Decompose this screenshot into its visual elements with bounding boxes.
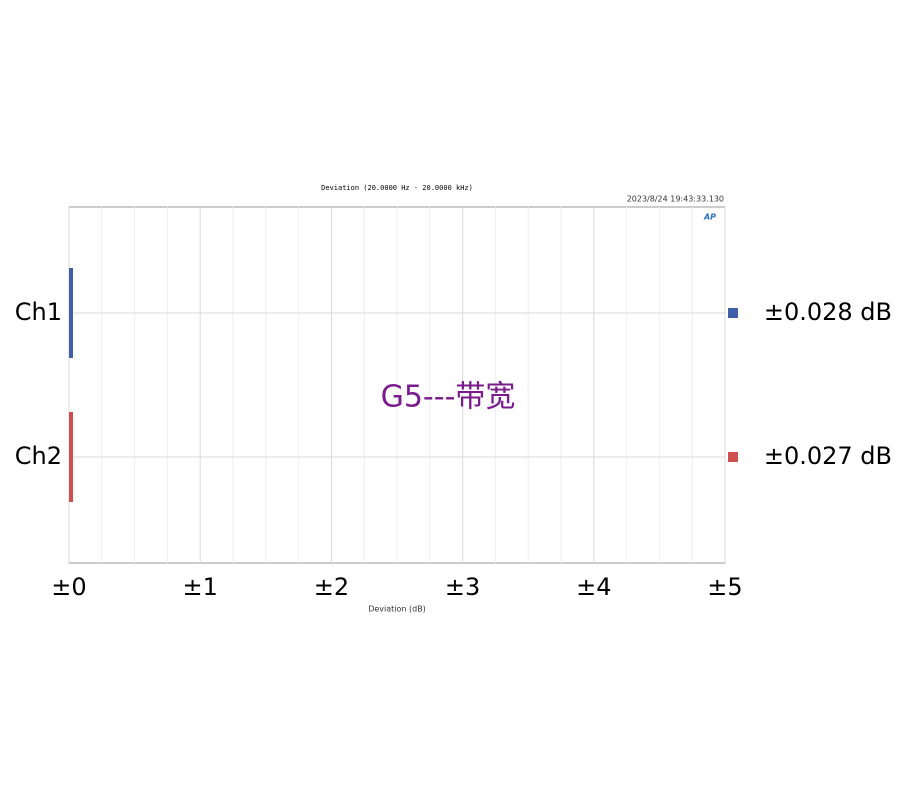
- x-axis-label: Deviation (dB): [368, 605, 426, 614]
- x-tick-label: ±5: [707, 573, 742, 601]
- x-tick-label: ±4: [576, 573, 611, 601]
- legend-swatch: [728, 308, 738, 318]
- x-tick-label: ±3: [445, 573, 480, 601]
- value-label: ±0.028 dB: [764, 298, 892, 326]
- chart-title: Deviation (20.0000 Hz - 20.0000 kHz): [321, 184, 473, 192]
- logo: AP: [703, 213, 716, 222]
- x-tick-label: ±2: [314, 573, 349, 601]
- bar: [69, 268, 73, 358]
- bar: [69, 412, 73, 502]
- value-label: ±0.027 dB: [764, 442, 892, 470]
- y-tick-label: Ch2: [15, 442, 62, 470]
- y-tick-label: Ch1: [15, 298, 62, 326]
- timestamp: 2023/8/24 19:43:33.130: [627, 195, 724, 204]
- x-tick-label: ±1: [183, 573, 218, 601]
- x-tick-label: ±0: [51, 573, 86, 601]
- legend-swatch: [728, 452, 738, 462]
- watermark: G5---带宽: [381, 380, 516, 415]
